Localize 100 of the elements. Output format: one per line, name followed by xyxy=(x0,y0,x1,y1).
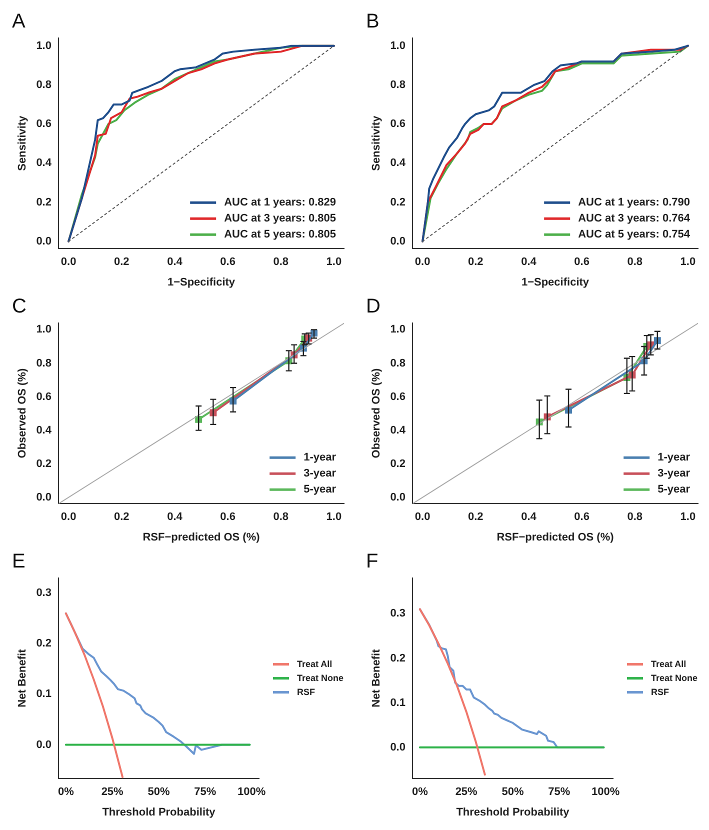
y-tick-label: 0.6 xyxy=(36,118,52,130)
legend-label: RSF xyxy=(297,686,316,697)
y-tick-label: 0.4 xyxy=(390,157,406,170)
y-tick-label: 0.4 xyxy=(36,157,52,170)
x-tick-label: 100% xyxy=(238,786,266,798)
y-tick-label: 0.6 xyxy=(390,118,406,130)
y-tick-label: 0.0 xyxy=(390,235,406,248)
x-tick-label: 50% xyxy=(148,786,170,798)
x-tick-label: 75% xyxy=(194,786,216,798)
x-tick-label: 1.0 xyxy=(326,511,342,524)
x-axis-title: Threshold Probability xyxy=(456,806,570,818)
x-tick-label: 0.0 xyxy=(414,256,430,268)
y-axis-title: Observed OS (%) xyxy=(16,368,29,458)
x-tick-label: 0% xyxy=(412,786,428,798)
y-tick-label: 0.3 xyxy=(390,608,406,620)
y-axis-title: Observed OS (%) xyxy=(370,368,383,458)
y-tick-label: 0.2 xyxy=(36,638,52,650)
x-axis-title: 1−Specificity xyxy=(521,276,590,288)
legend-label: 1-year xyxy=(304,452,337,464)
y-tick-label: 0.0 xyxy=(36,738,52,751)
x-tick-label: 0.8 xyxy=(627,511,642,524)
legend-label: 5-year xyxy=(658,484,691,496)
x-tick-label: 0% xyxy=(58,786,74,798)
y-tick-label: 1.0 xyxy=(36,324,52,336)
y-tick-label: 1.0 xyxy=(390,324,406,336)
x-tick-label: 0.2 xyxy=(114,256,130,268)
x-tick-label: 100% xyxy=(592,786,620,798)
x-tick-label: 0.2 xyxy=(468,511,484,524)
x-axis-title: Threshold Probability xyxy=(102,806,216,818)
y-tick-label: 0.2 xyxy=(36,196,52,208)
y-tick-label: 0.0 xyxy=(36,235,52,248)
y-tick-label: 0.6 xyxy=(36,390,52,403)
legend-label: AUC at 1 years: 0.790 xyxy=(578,196,690,209)
y-tick-label: 0.4 xyxy=(390,424,406,436)
chart-title: B xyxy=(366,10,380,33)
y-tick-label: 1.0 xyxy=(36,40,52,52)
x-tick-label: 0.8 xyxy=(273,511,288,524)
x-axis-title: 1−Specificity xyxy=(167,276,236,288)
x-tick-label: 25% xyxy=(455,786,478,798)
x-tick-label: 0.0 xyxy=(414,511,430,524)
y-tick-label: 0.0 xyxy=(390,491,406,504)
legend-label: AUC at 1 years: 0.829 xyxy=(224,196,336,209)
x-tick-label: 0.6 xyxy=(574,256,590,268)
chart-title: F xyxy=(366,550,378,573)
chart-title: D xyxy=(366,296,380,318)
y-axis-title: Net Benefit xyxy=(16,648,29,708)
x-tick-label: 0.4 xyxy=(167,256,184,268)
chart-title: A xyxy=(12,10,26,33)
x-axis-title: RSF−predicted OS (%) xyxy=(142,531,260,544)
y-tick-label: 0.2 xyxy=(390,458,406,470)
legend-label: AUC at 3 years: 0.764 xyxy=(578,212,691,225)
y-axis-title: Sensitivity xyxy=(370,114,383,171)
x-tick-label: 0.4 xyxy=(521,511,538,524)
legend-label: Treat None xyxy=(651,672,698,683)
y-tick-label: 0.0 xyxy=(390,741,406,754)
y-tick-label: 0.8 xyxy=(390,357,406,370)
legend-label: 5-year xyxy=(304,484,337,496)
x-tick-label: 0.8 xyxy=(627,256,642,268)
x-tick-label: 0.4 xyxy=(167,511,184,524)
legend-label: AUC at 5 years: 0.754 xyxy=(578,228,691,241)
legend-label: 3-year xyxy=(658,468,691,480)
y-axis-title: Net Benefit xyxy=(370,648,383,708)
y-tick-label: 0.0 xyxy=(36,491,52,504)
x-tick-label: 75% xyxy=(548,786,570,798)
x-tick-label: 0.0 xyxy=(60,256,76,268)
y-tick-label: 0.6 xyxy=(390,390,406,403)
legend-label: RSF xyxy=(651,686,670,697)
legend-label: Treat All xyxy=(651,658,686,669)
y-tick-label: 0.1 xyxy=(390,696,406,709)
x-tick-label: 0.2 xyxy=(114,511,130,524)
x-tick-label: 1.0 xyxy=(326,256,342,268)
x-axis-title: RSF−predicted OS (%) xyxy=(496,531,614,544)
x-tick-label: 1.0 xyxy=(680,256,696,268)
x-tick-label: 0.4 xyxy=(521,256,538,268)
y-tick-label: 1.0 xyxy=(390,40,406,52)
y-tick-label: 0.3 xyxy=(36,587,52,600)
x-tick-label: 0.2 xyxy=(468,256,484,268)
x-tick-label: 0.8 xyxy=(273,256,288,268)
y-tick-label: 0.1 xyxy=(36,688,52,700)
legend-label: 1-year xyxy=(658,452,691,464)
legend-label: 3-year xyxy=(304,468,337,480)
y-tick-label: 0.8 xyxy=(390,78,406,91)
x-tick-label: 0.6 xyxy=(220,256,236,268)
x-tick-label: 50% xyxy=(502,786,524,798)
legend-label: Treat All xyxy=(297,658,332,669)
y-tick-label: 0.8 xyxy=(36,78,52,91)
x-tick-label: 0.6 xyxy=(574,511,590,524)
y-tick-label: 0.4 xyxy=(36,424,52,436)
chart-title: C xyxy=(12,296,26,318)
x-tick-label: 0.0 xyxy=(60,511,76,524)
x-tick-label: 25% xyxy=(101,786,124,798)
chart-title: E xyxy=(12,550,26,573)
legend-label: Treat None xyxy=(297,672,344,683)
y-axis-title: Sensitivity xyxy=(16,114,29,171)
x-tick-label: 1.0 xyxy=(680,511,696,524)
legend-label: AUC at 3 years: 0.805 xyxy=(224,212,336,225)
y-tick-label: 0.8 xyxy=(36,357,52,370)
y-tick-label: 0.2 xyxy=(390,652,406,664)
legend-label: AUC at 5 years: 0.805 xyxy=(224,228,336,241)
y-tick-label: 0.2 xyxy=(390,196,406,208)
